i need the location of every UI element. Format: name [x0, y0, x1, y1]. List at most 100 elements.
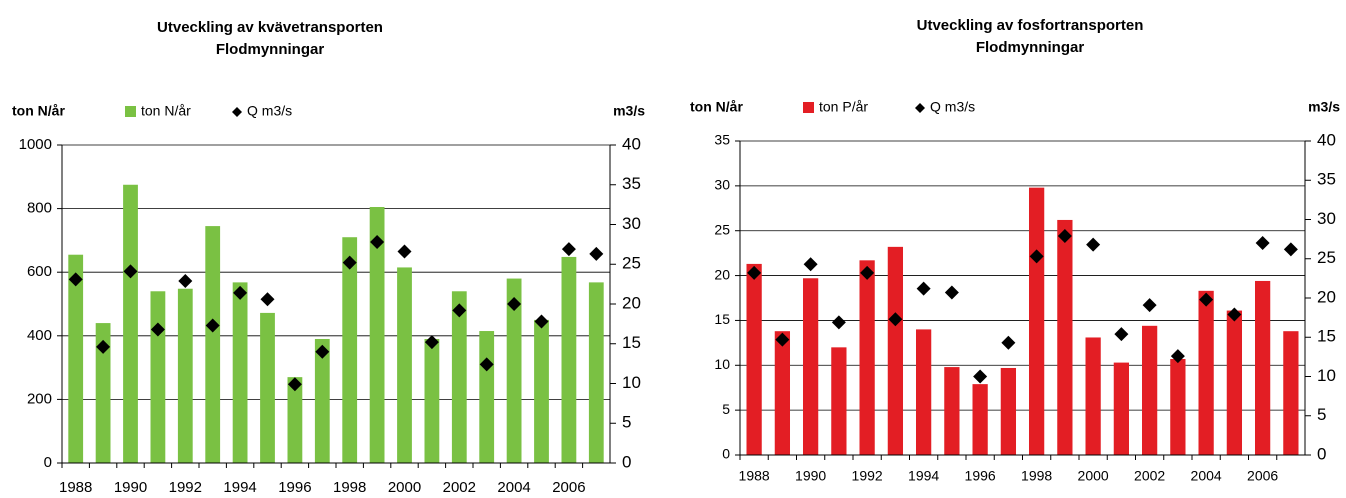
bar — [859, 260, 875, 455]
y-tick-label: 15 — [714, 311, 730, 327]
y2-axis-label: m3/s — [613, 103, 645, 119]
diamond-marker — [1001, 335, 1016, 350]
diamond-marker — [561, 242, 576, 257]
diamond-marker — [370, 234, 385, 249]
bar — [314, 338, 330, 463]
bar — [588, 282, 604, 463]
x-tick-label: 2006 — [552, 479, 585, 493]
legend-label: Q m3/s — [930, 99, 975, 115]
y2-axis-label: m3/s — [1308, 99, 1340, 115]
diamond-marker — [803, 257, 818, 272]
diamond-marker — [1114, 327, 1129, 342]
y2-tick-label: 35 — [622, 174, 641, 193]
y-tick-label: 5 — [722, 401, 730, 417]
diamond-marker — [1283, 242, 1298, 257]
x-tick-label: 2004 — [497, 479, 530, 493]
diamond-marker — [831, 315, 846, 330]
bar — [1254, 280, 1271, 455]
legend-label: Q m3/s — [247, 103, 292, 119]
y-tick-label: 25 — [714, 221, 730, 237]
diamond-marker — [424, 335, 439, 350]
x-tick-label: 1990 — [795, 468, 826, 484]
bar — [1141, 325, 1158, 455]
legend-swatch — [803, 102, 814, 113]
bar — [479, 331, 495, 463]
diamond-marker — [287, 377, 302, 392]
y-tick-label: 30 — [714, 177, 730, 193]
bar — [1057, 219, 1073, 455]
bar — [177, 288, 193, 463]
diamond-marker — [479, 357, 494, 372]
y2-tick-label: 0 — [622, 452, 631, 471]
diamond-marker — [1227, 307, 1242, 322]
legend-marker — [232, 107, 242, 117]
x-tick-label: 1994 — [223, 479, 256, 493]
bar — [1000, 367, 1017, 455]
y-axis-label: ton N/år — [690, 99, 743, 115]
bar — [342, 237, 358, 463]
bar — [1283, 331, 1299, 455]
legend-marker — [915, 103, 925, 113]
diamond-marker — [1199, 292, 1214, 307]
diamond-marker — [68, 272, 83, 287]
diamond-marker — [342, 255, 357, 270]
bar — [150, 291, 166, 463]
y2-tick-label: 10 — [1317, 366, 1336, 385]
bar — [451, 291, 467, 463]
bar — [68, 254, 84, 463]
y2-tick-label: 10 — [622, 373, 641, 392]
bar — [915, 329, 932, 455]
bar — [424, 338, 440, 463]
chart-subtitle: Flodmynningar — [216, 41, 324, 58]
bar — [397, 267, 412, 463]
diamond-marker — [589, 246, 604, 261]
x-tick-label: 1998 — [333, 479, 366, 493]
chart-subtitle: Flodmynningar — [976, 39, 1084, 56]
y2-tick-label: 25 — [622, 254, 641, 273]
diamond-marker — [260, 292, 275, 307]
y2-tick-label: 5 — [1317, 405, 1326, 424]
diamond-marker — [1170, 349, 1185, 364]
y-tick-label: 35 — [714, 132, 730, 148]
x-tick-label: 1988 — [739, 468, 770, 484]
x-tick-label: 1988 — [59, 479, 92, 493]
diamond-marker — [534, 314, 549, 329]
diamond-marker — [860, 265, 875, 280]
bar — [802, 278, 819, 455]
bar — [944, 367, 960, 455]
x-tick-label: 2000 — [1078, 468, 1109, 484]
chart-title: Utveckling av kvävetransporten — [157, 19, 383, 36]
y-tick-label: 200 — [27, 390, 52, 407]
y-tick-label: 10 — [714, 356, 730, 372]
bar — [972, 384, 988, 455]
diamond-marker — [973, 369, 988, 384]
y2-tick-label: 0 — [1317, 444, 1326, 463]
y-tick-label: 400 — [27, 327, 52, 344]
legend-swatch — [125, 106, 136, 117]
bar — [232, 282, 248, 463]
bar — [260, 312, 275, 463]
y-tick-label: 800 — [27, 200, 52, 217]
x-tick-label: 1996 — [278, 479, 311, 493]
x-tick-label: 2006 — [1247, 468, 1278, 484]
bar — [369, 207, 385, 463]
y-tick-label: 0 — [722, 446, 730, 462]
x-tick-label: 1996 — [965, 468, 996, 484]
diamond-marker — [747, 265, 762, 280]
y2-tick-label: 40 — [622, 134, 641, 153]
y2-tick-label: 20 — [622, 293, 641, 312]
diamond-marker — [315, 344, 330, 359]
x-tick-label: 1992 — [169, 479, 202, 493]
x-tick-label: 2000 — [388, 479, 421, 493]
y2-tick-label: 30 — [1317, 209, 1336, 228]
bar — [506, 278, 522, 463]
x-tick-label: 1994 — [908, 468, 939, 484]
diamond-marker — [1086, 237, 1101, 252]
bar — [205, 226, 221, 463]
diamond-marker — [888, 312, 903, 327]
y2-tick-label: 15 — [1317, 327, 1336, 346]
y2-tick-label: 5 — [622, 413, 631, 432]
x-tick-label: 1990 — [114, 479, 147, 493]
diamond-marker — [150, 322, 165, 337]
